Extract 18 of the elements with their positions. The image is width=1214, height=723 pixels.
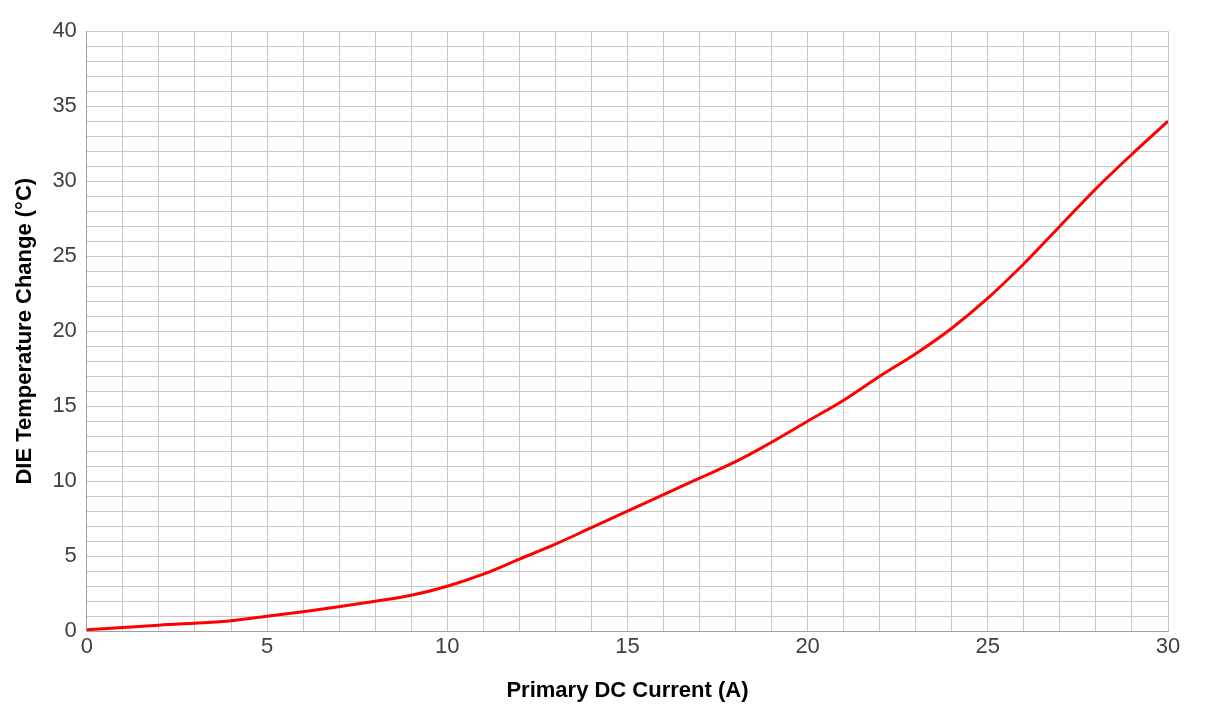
- y-tick-label: 40: [52, 17, 77, 43]
- y-axis-title: DIE Temperature Change (°C): [11, 177, 37, 485]
- y-tick-label: 30: [52, 167, 77, 193]
- y-tick-label: 10: [52, 467, 77, 493]
- x-tick-label: 0: [80, 633, 93, 659]
- x-axis-title: Primary DC Current (A): [506, 676, 749, 702]
- x-tick-label: 15: [615, 633, 640, 659]
- x-tick-label: 10: [435, 633, 460, 659]
- y-tick-label: 25: [52, 242, 77, 268]
- x-tick-label: 25: [975, 633, 1001, 659]
- x-tick-label: 5: [260, 633, 274, 659]
- x-tick-label: 30: [1155, 633, 1181, 659]
- y-tick-label: 15: [52, 392, 77, 418]
- x-tick-label: 20: [795, 633, 820, 659]
- y-tick-label: 35: [52, 92, 77, 118]
- y-tick-label: 20: [52, 317, 77, 343]
- y-tick-label: 5: [64, 542, 77, 568]
- y-tick-label: 0: [64, 617, 77, 643]
